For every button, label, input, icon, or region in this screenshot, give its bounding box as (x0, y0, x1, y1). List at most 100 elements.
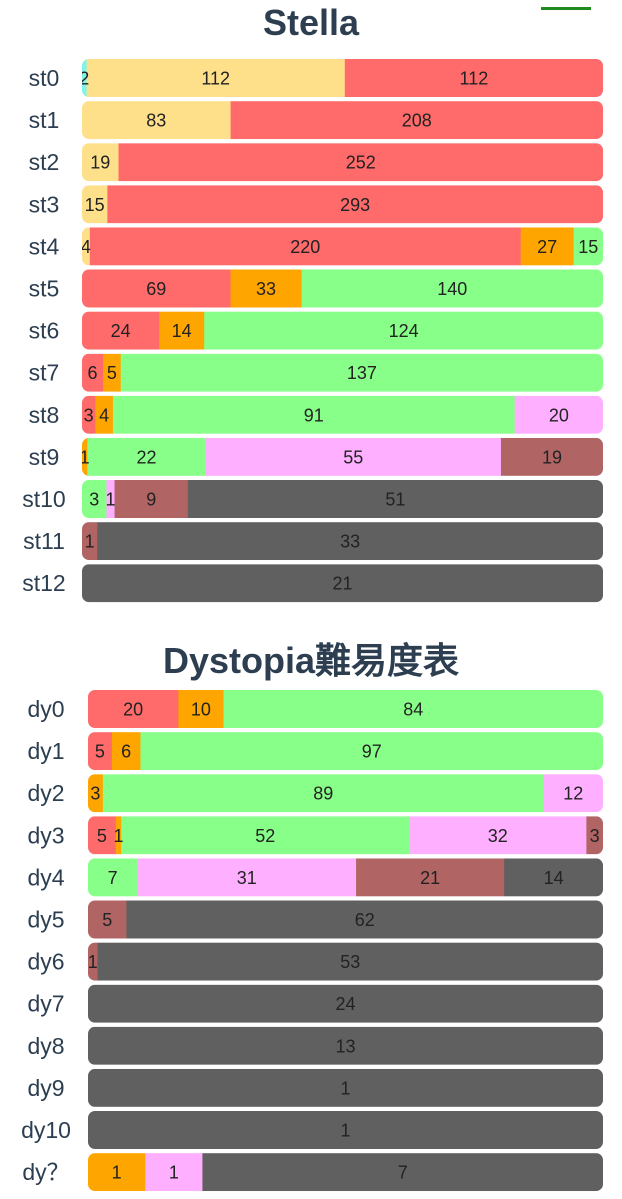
bar-segment-red (344, 59, 603, 97)
bar-segment-red (82, 269, 232, 308)
bar-segments (88, 1111, 603, 1149)
row-label: st2 (29, 149, 60, 175)
segment-value-label: 6 (88, 363, 98, 383)
bar-row-st9: st9 1 22 55 19 (29, 437, 603, 476)
bar-segment-red (89, 227, 522, 266)
segment-value-label: 208 (402, 111, 432, 131)
segment-value-label: 124 (389, 321, 419, 341)
row-label: dy1 (27, 738, 64, 764)
segment-value-label: 6 (121, 742, 131, 762)
bar-segment-green (87, 437, 207, 476)
row-label: dy3 (27, 822, 64, 848)
segment-value-label: 5 (107, 363, 117, 383)
bar-segment-green (140, 732, 603, 771)
bar-segment-pink (137, 858, 357, 897)
row-label: dy8 (27, 1033, 64, 1059)
segment-value-label: 1 (105, 490, 115, 510)
segment-value-label: 53 (340, 952, 360, 972)
bar-segments (88, 1153, 603, 1192)
segment-value-label: 84 (403, 700, 423, 720)
segment-value-label: 89 (313, 784, 333, 804)
bar-row-st2: st2 19 252 (29, 143, 603, 182)
bar-row-dy4: dy4 7 31 21 14 (27, 858, 603, 897)
bar-row-dy5: dy5 5 62 (27, 900, 603, 939)
bar-value-labels: 5 1 52 32 3 (97, 826, 600, 846)
segment-value-label: 5 (95, 742, 105, 762)
row-label: dy？ (22, 1159, 69, 1185)
bar-segments (82, 395, 603, 434)
bar-segment-yellow (82, 143, 120, 182)
bar-segments (82, 480, 603, 518)
bar-segment-green (82, 480, 107, 518)
segment-value-label: 1 (80, 447, 90, 467)
bar-segment-green (102, 774, 545, 813)
bar-row-st4: st4 4 220 27 15 (29, 227, 603, 266)
segment-value-label: 4 (81, 237, 91, 257)
row-label: st3 (29, 191, 60, 217)
bar-segments (82, 564, 603, 603)
bar-row-dy1: dy1 5 6 97 (27, 732, 603, 771)
bar-segment-brown (88, 942, 99, 981)
segment-value-label: 2 (79, 69, 89, 89)
segment-value-label: 7 (398, 1163, 408, 1183)
bar-row-dy6: dy6 1 53 (27, 942, 603, 981)
segment-value-label: 27 (537, 237, 557, 257)
accent-line (541, 7, 591, 10)
bar-segment-gray (88, 1026, 603, 1065)
segment-value-label: 19 (542, 447, 562, 467)
row-label: st7 (29, 360, 60, 386)
segment-value-label: 22 (136, 447, 156, 467)
bar-value-labels: 5 6 97 (95, 742, 382, 762)
bar-segments (82, 522, 603, 561)
segment-value-label: 51 (385, 490, 405, 510)
segment-value-label: 20 (123, 700, 143, 720)
bar-value-labels: 2 112 112 (79, 69, 488, 89)
segment-value-label: 62 (355, 910, 375, 930)
bar-row-st12: st12 21 (22, 564, 603, 603)
segment-value-label: 55 (343, 447, 363, 467)
segment-value-label: 1 (340, 1121, 350, 1141)
segment-value-label: 12 (563, 784, 583, 804)
bar-value-labels: 20 10 84 (123, 700, 423, 720)
row-label: st0 (29, 65, 60, 91)
row-label: st10 (22, 486, 65, 512)
segment-value-label: 1 (85, 532, 95, 552)
bar-segment-green (120, 353, 603, 392)
bar-value-labels: 1 22 55 19 (80, 447, 562, 467)
segment-value-label: 24 (111, 321, 131, 341)
bar-segments (88, 900, 603, 939)
bar-row-st8: st8 3 4 91 20 (29, 395, 603, 434)
segment-value-label: 5 (97, 826, 107, 846)
bar-segment-pink (409, 816, 587, 855)
bar-row-st0: st0 2 112 112 (29, 59, 603, 97)
bar-segments (88, 984, 603, 1023)
bar-segments (88, 690, 603, 728)
bar-value-labels: 1 53 (88, 952, 360, 972)
bar-segment-orange (95, 395, 114, 434)
segment-value-label: 1 (112, 1163, 122, 1183)
segment-value-label: 83 (146, 111, 166, 131)
bar-segments (88, 858, 603, 897)
bar-segment-orange (159, 311, 205, 350)
bar-value-labels: 83 208 (146, 111, 432, 131)
segment-value-label: 4 (99, 405, 109, 425)
bar-segment-red (82, 353, 104, 392)
bar-segment-red (230, 101, 603, 140)
bar-row-st10: st10 3 1 9 51 (22, 480, 603, 518)
bar-segment-pink (514, 395, 603, 434)
bar-segment-red (88, 732, 113, 771)
bar-segment-gray (126, 900, 603, 939)
segment-value-label: 31 (237, 868, 257, 888)
bar-segment-orange (230, 269, 303, 308)
chart-title-stella: Stella (262, 2, 360, 43)
bar-segment-yellow (82, 101, 232, 140)
bar-segment-red (82, 395, 96, 434)
bar-row-dy0: dy0 20 10 84 (27, 690, 603, 728)
bar-value-labels: 19 252 (90, 153, 376, 173)
segment-value-label: 24 (335, 994, 355, 1014)
segment-value-label: 1 (113, 826, 123, 846)
row-label: st6 (29, 318, 60, 344)
bar-segments (82, 101, 603, 140)
segment-value-label: 5 (102, 910, 112, 930)
bar-value-labels: 3 4 91 20 (84, 405, 569, 425)
